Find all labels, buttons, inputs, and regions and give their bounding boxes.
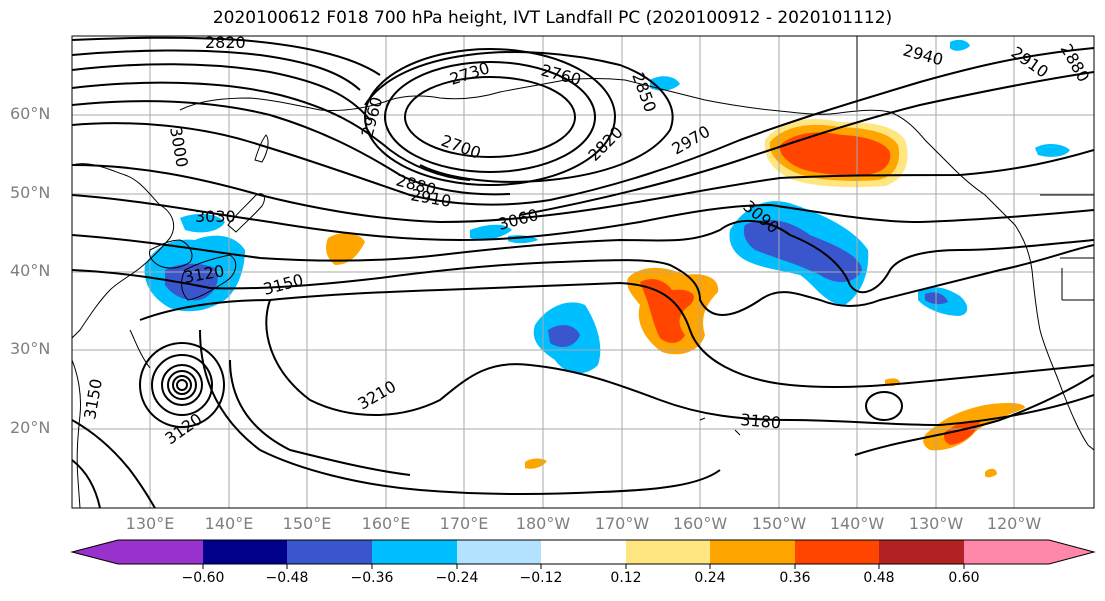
lat-label: 30°N bbox=[10, 339, 51, 358]
colorbar-tick-label: 0.60 bbox=[948, 570, 980, 586]
colorbar-segment bbox=[964, 540, 1049, 564]
colorbar-segment bbox=[118, 540, 203, 564]
lat-label: 40°N bbox=[10, 261, 51, 280]
colorbar-segment bbox=[287, 540, 372, 564]
colorbar-tick-label: 0.12 bbox=[610, 570, 642, 586]
colorbar-segment bbox=[626, 540, 710, 564]
lon-label: 120°W bbox=[986, 514, 1042, 533]
colorbar-segment bbox=[541, 540, 626, 564]
colorbar-tick-label: 0.24 bbox=[694, 570, 726, 586]
height-contours bbox=[72, 36, 1094, 508]
lon-label: 170°W bbox=[594, 514, 650, 533]
contour-label: 3030 bbox=[195, 207, 236, 226]
map-title: 2020100612 F018 700 hPa height, IVT Land… bbox=[212, 8, 893, 28]
lon-label: 140°W bbox=[829, 514, 885, 533]
colorbar-tick-label: −0.36 bbox=[350, 570, 394, 586]
colorbar-segment bbox=[457, 540, 541, 564]
colorbar-segment bbox=[879, 540, 964, 564]
lon-label: 150°W bbox=[751, 514, 807, 533]
coastlines bbox=[72, 36, 1094, 508]
lon-label: 160°E bbox=[361, 514, 411, 533]
colorbar-segment bbox=[372, 540, 457, 564]
lon-label: 150°E bbox=[282, 514, 332, 533]
colorbar-tick-label: 0.36 bbox=[779, 570, 811, 586]
colorbar-tick-label: −0.48 bbox=[265, 570, 309, 586]
colorbar-segment bbox=[1049, 540, 1094, 564]
colorbar bbox=[70, 539, 1096, 569]
lat-label: 50°N bbox=[10, 183, 51, 202]
graticule bbox=[72, 36, 1094, 508]
colorbar-tick-label: −0.60 bbox=[181, 570, 225, 586]
lon-label: 160°W bbox=[672, 514, 728, 533]
lon-label: 180°W bbox=[515, 514, 571, 533]
lat-label: 20°N bbox=[10, 418, 51, 437]
colorbar-segment bbox=[795, 540, 879, 564]
lon-label: 170°E bbox=[439, 514, 489, 533]
colorbar-segment bbox=[203, 540, 287, 564]
colorbar-segment bbox=[72, 540, 118, 564]
colorbar-segment bbox=[710, 540, 795, 564]
contour-label: 2820 bbox=[205, 33, 246, 52]
lat-label: 60°N bbox=[10, 104, 51, 123]
colorbar-tick-label: −0.12 bbox=[519, 570, 563, 586]
lon-label: 130°W bbox=[908, 514, 964, 533]
colorbar-tick-label: −0.24 bbox=[435, 570, 479, 586]
contour-label: 3180 bbox=[740, 410, 782, 432]
lon-label: 130°E bbox=[125, 514, 175, 533]
colorbar-tick-label: 0.48 bbox=[863, 570, 895, 586]
map-plot-area: 2820 2730 2760 2850 2940 2910 2880 2960 … bbox=[72, 33, 1094, 508]
lon-label: 140°E bbox=[204, 514, 254, 533]
map-frame bbox=[71, 35, 1095, 509]
